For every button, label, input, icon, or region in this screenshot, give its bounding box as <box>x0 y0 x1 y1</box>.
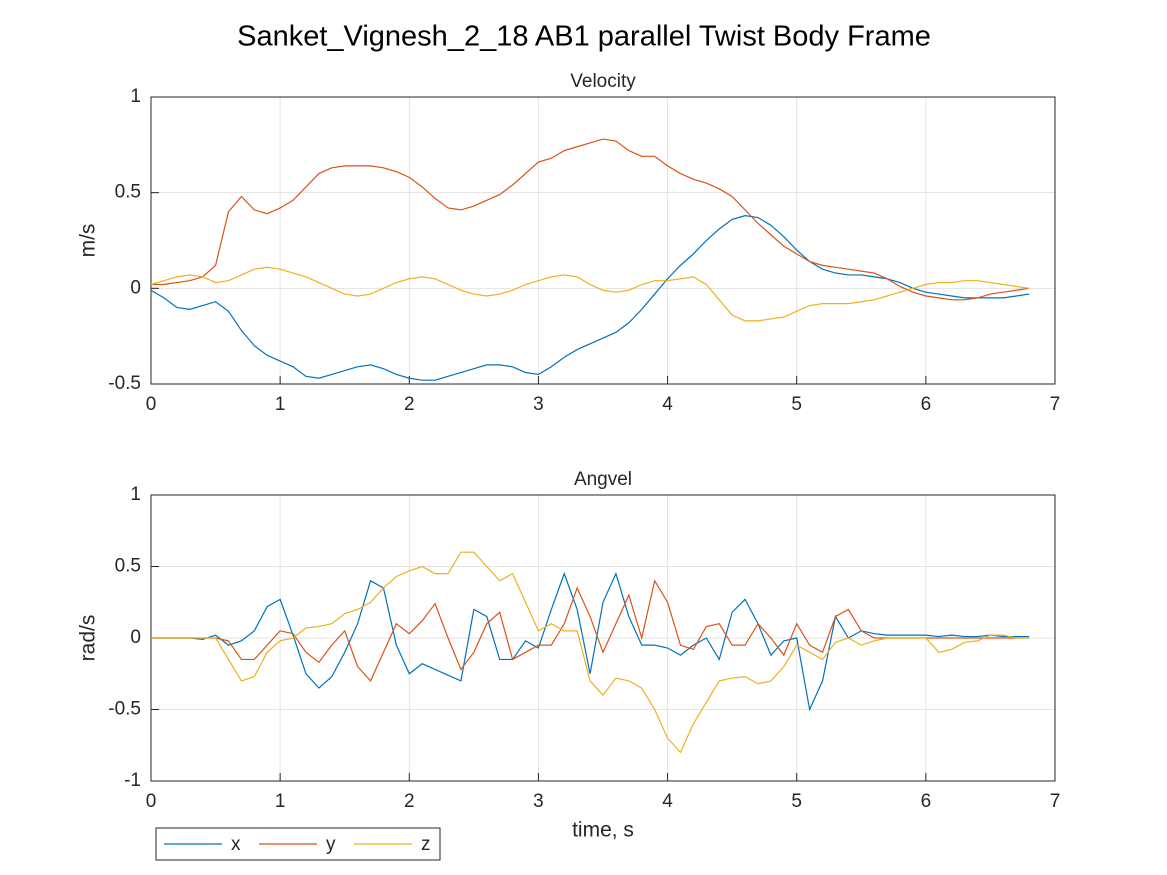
y-axis-label: m/s <box>77 224 100 258</box>
y-tick-label: 0.5 <box>115 556 141 577</box>
x-tick-label: 6 <box>921 394 932 415</box>
x-tick-label: 3 <box>533 394 544 415</box>
x-tick-label: 0 <box>146 791 157 812</box>
series-line <box>150 266 1030 322</box>
series-line <box>151 579 1030 682</box>
x-tick-label: 0 <box>146 394 157 415</box>
y-tick-label: 0 <box>130 627 141 648</box>
x-tick-label: 7 <box>1050 791 1061 812</box>
legend-label: y <box>326 834 336 855</box>
legend: x y z <box>155 827 441 861</box>
series-line <box>151 571 1030 712</box>
y-tick-label: 0.5 <box>115 182 141 203</box>
series-line <box>151 138 1030 301</box>
series-line <box>151 551 1030 754</box>
y-tick-label: 0 <box>130 277 141 298</box>
x-tick-label: 5 <box>791 394 802 415</box>
x-tick-label: 5 <box>791 791 802 812</box>
y-tick-label: 1 <box>130 484 141 505</box>
y-tick-label: -0.5 <box>108 373 141 394</box>
axes-title: Velocity <box>570 71 636 92</box>
x-tick-label: 1 <box>275 791 286 812</box>
y-tick-label: -0.5 <box>108 699 141 720</box>
y-tick-label: 1 <box>130 86 141 107</box>
x-tick-label: 7 <box>1050 394 1061 415</box>
axes-frame <box>150 96 1056 385</box>
x-tick-label: 2 <box>404 791 415 812</box>
x-tick-label: 2 <box>404 394 415 415</box>
axes-title: Angvel <box>574 469 632 490</box>
series-line <box>150 215 1030 381</box>
x-tick-label: 3 <box>533 791 544 812</box>
x-axis-label: time, s <box>572 819 634 842</box>
x-tick-label: 1 <box>275 394 286 415</box>
x-tick-label: 6 <box>921 791 932 812</box>
x-tick-label: 4 <box>662 791 673 812</box>
y-tick-label: -1 <box>124 770 141 791</box>
figure-title: Sanket_Vignesh_2_18 AB1 parallel Twist B… <box>237 21 931 53</box>
legend-label: x <box>231 834 241 855</box>
legend-label: z <box>421 834 431 855</box>
y-axis-label: rad/s <box>77 615 100 662</box>
x-tick-label: 4 <box>662 394 673 415</box>
